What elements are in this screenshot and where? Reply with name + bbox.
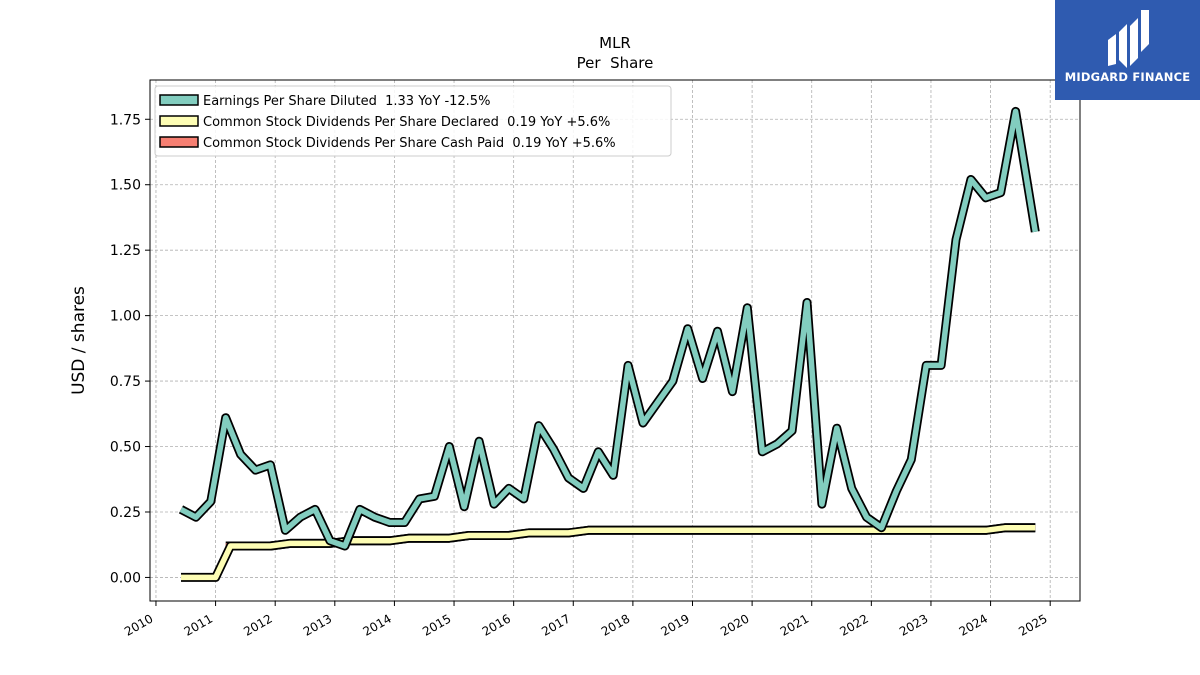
x-tick-label: 2015 xyxy=(420,611,453,638)
legend-box xyxy=(154,85,672,157)
x-tick-label: 2025 xyxy=(1016,611,1049,638)
chart-subtitle: Per Share xyxy=(577,54,654,72)
x-tick-label: 2017 xyxy=(539,611,572,638)
y-tick-label: 1.75 xyxy=(110,112,141,128)
x-tick-label: 2024 xyxy=(957,611,990,638)
midgard-logo-icon xyxy=(1108,10,1149,68)
x-tick-label: 2023 xyxy=(897,611,930,638)
x-tick-label: 2019 xyxy=(659,611,692,638)
legend-swatch xyxy=(159,136,199,148)
x-tick-label: 2012 xyxy=(241,611,274,638)
brand-name: MIDGARD FINANCE xyxy=(1064,70,1191,84)
y-tick-label: 1.25 xyxy=(110,243,141,259)
x-tick-label: 2016 xyxy=(480,611,513,638)
brand-logo: MIDGARD FINANCE xyxy=(1055,0,1200,100)
y-tick-label: 0.25 xyxy=(110,505,141,521)
legend-swatch xyxy=(159,115,199,127)
series-0-line xyxy=(179,108,1039,549)
series-1-line xyxy=(181,524,1036,581)
legend-label: Common Stock Dividends Per Share Cash Pa… xyxy=(203,136,616,151)
y-tick-label: 0.50 xyxy=(110,440,141,456)
x-tick-label: 2022 xyxy=(837,611,870,638)
y-tick-label: 1.00 xyxy=(110,309,141,325)
x-tick-label: 2014 xyxy=(360,611,393,638)
chart-title: MLR xyxy=(599,34,631,52)
legend-label: Common Stock Dividends Per Share Declare… xyxy=(203,115,610,130)
x-tick-label: 2020 xyxy=(718,611,751,638)
y-axis-label: USD / shares xyxy=(69,286,89,395)
x-tick-label: 2021 xyxy=(778,611,811,638)
x-tick-label: 2010 xyxy=(122,611,155,638)
y-tick-label: 1.50 xyxy=(110,178,141,194)
x-tick-label: 2013 xyxy=(301,611,334,638)
x-tick-label: 2018 xyxy=(599,611,632,638)
legend-label: Earnings Per Share Diluted 1.33 YoY -12.… xyxy=(203,94,490,109)
y-tick-label: 0.75 xyxy=(110,374,141,390)
y-tick-label: 0.00 xyxy=(110,570,141,586)
x-tick-label: 2011 xyxy=(182,611,215,638)
plot-frame xyxy=(149,79,1081,602)
legend-swatch xyxy=(159,94,199,106)
